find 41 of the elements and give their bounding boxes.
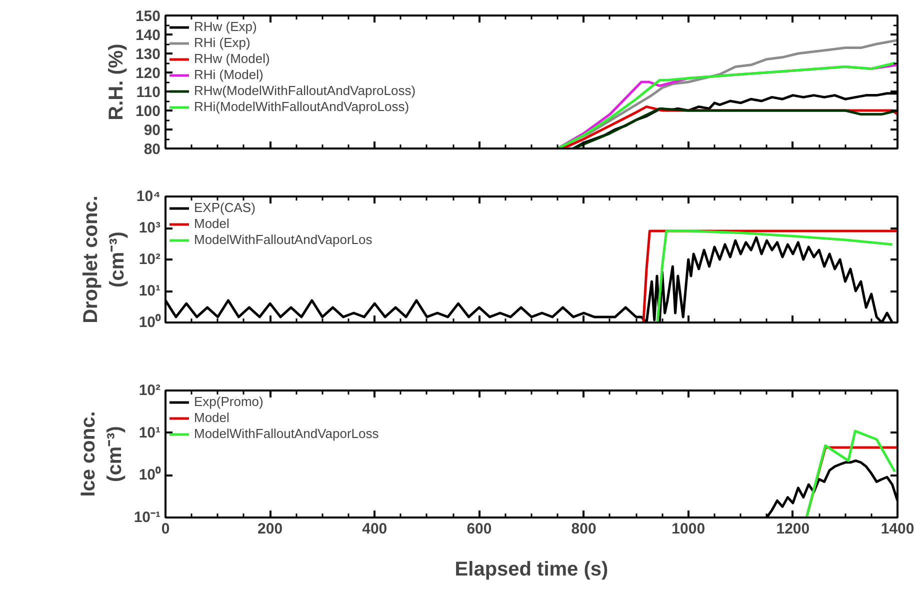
legend-label: RHw(ModelWithFalloutAndVaproLoss) <box>194 83 416 98</box>
y-axis-title: R.H. (%) <box>105 44 128 120</box>
x-tick-label: 600 <box>466 520 492 538</box>
x-axis-title: Elapsed time (s) <box>454 558 608 580</box>
y-tick-label: 110 <box>136 84 161 101</box>
y-tick-label: 10³ <box>138 220 161 236</box>
x-tick-label: 200 <box>258 520 283 538</box>
x-tick-label: 800 <box>571 520 596 538</box>
x-tick-label: 1200 <box>776 520 810 538</box>
x-tick-label: 1400 <box>880 520 914 538</box>
legend-label: RHi (Model) <box>194 67 264 82</box>
legend-label: EXP(CAS) <box>194 200 256 215</box>
y-axis-title: Droplet conc. (cm⁻³) <box>80 196 128 324</box>
y-tick-label: 10² <box>138 251 161 268</box>
legend-label: RHi (Exp) <box>194 35 250 50</box>
y-tick-label: 140 <box>135 27 161 44</box>
y-tick-label: 10¹ <box>138 424 161 442</box>
y-tick-label: 100 <box>135 103 161 120</box>
legend-label: Model <box>194 410 230 425</box>
y-tick-label: 90 <box>144 122 161 139</box>
y-tick-label: 130 <box>135 46 161 63</box>
x-tick-label: 1000 <box>672 520 706 538</box>
y-tick-label: 10⁰ <box>138 313 162 331</box>
x-tick-label: 400 <box>362 520 388 538</box>
x-tick-label: 0 <box>161 520 170 538</box>
legend-label: Exp(Promo) <box>194 394 264 409</box>
legend-label: Model <box>194 216 230 231</box>
legend-label: ModelWithFalloutAndVaporLoss <box>194 426 379 441</box>
y-tick-label: 10⁻¹ <box>134 509 161 526</box>
legend-label: RHi(ModelWithFalloutAndVaproLoss) <box>194 99 410 114</box>
legend-label: RHw (Model) <box>194 51 270 66</box>
y-tick-label: 150 <box>135 8 161 25</box>
y-axis-title: Ice conc. (cm⁻³) <box>77 411 126 497</box>
y-tick-label: 120 <box>135 65 161 82</box>
y-tick-label: 10¹ <box>138 282 161 300</box>
y-tick-label: 10² <box>138 382 161 399</box>
legend-label: RHw (Exp) <box>194 19 257 34</box>
y-tick-label: 10⁰ <box>138 466 162 484</box>
legend-label: ModelWithFalloutAndVaporLos <box>194 232 372 247</box>
y-tick-label: 10⁴ <box>136 188 161 205</box>
y-tick-label: 80 <box>144 141 161 158</box>
